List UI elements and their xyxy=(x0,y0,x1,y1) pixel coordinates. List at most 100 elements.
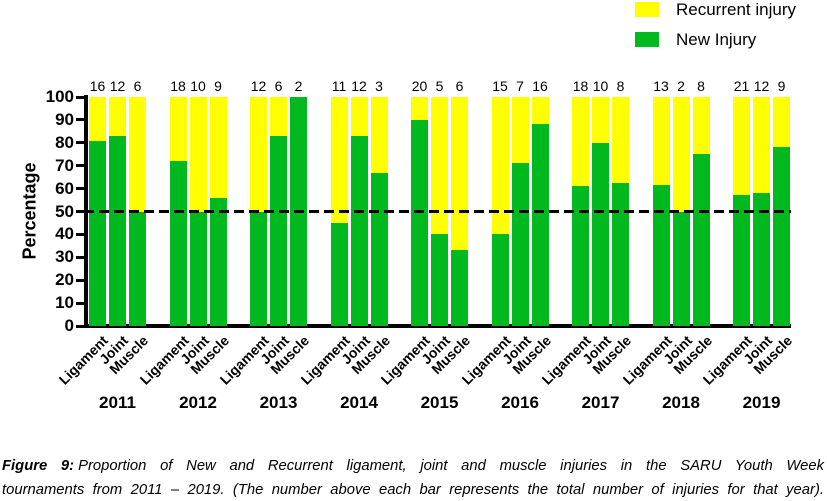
y-tick-mark xyxy=(76,232,85,236)
bar-segment-new-injury xyxy=(491,234,509,326)
bar-total-label: 12 xyxy=(250,78,267,94)
bar-total-label: 21 xyxy=(733,78,750,94)
bar-total-label: 12 xyxy=(109,78,126,94)
year-label-2013: 2013 xyxy=(259,393,298,412)
y-tick-mark xyxy=(76,118,85,122)
year-label-2012: 2012 xyxy=(179,393,217,412)
figure-caption: Figure 9: Proportion of New and Recurrent… xyxy=(2,455,824,501)
bar-total-label: 10 xyxy=(190,78,206,94)
chart-legend: Recurrent injury New Injury xyxy=(635,0,796,62)
bar-total-label: 8 xyxy=(697,78,705,94)
bar-segment-new-injury xyxy=(250,211,267,326)
y-tick-label: 50 xyxy=(55,201,74,221)
y-tick-mark xyxy=(76,95,85,99)
bar-segment-new-injury xyxy=(733,195,750,326)
y-tick-label: 80 xyxy=(55,132,74,152)
y-tick-label: 20 xyxy=(55,270,74,290)
bar-total-label: 2 xyxy=(677,78,685,94)
y-tick-mark xyxy=(76,324,85,328)
bar-total-label: 6 xyxy=(455,78,464,94)
plot-area: 16 Ligament 12 Joint 6 Muscle 18 Ligament 10 Join… xyxy=(56,78,795,388)
year-label-2016: 2016 xyxy=(501,393,539,412)
bar-total-label: 6 xyxy=(133,78,142,94)
new-injury-swatch-icon xyxy=(635,32,659,47)
legend-label-recurrent: Recurrent injury xyxy=(676,0,796,19)
bar-segment-new-injury xyxy=(129,211,146,326)
bar-segment-new-injury xyxy=(753,193,770,326)
bar-segment-new-injury xyxy=(773,147,790,326)
y-tick-label: 60 xyxy=(55,178,74,198)
year-label-2019: 2019 xyxy=(742,393,781,412)
bar-total-label: 9 xyxy=(214,78,222,94)
year-label-2015: 2015 xyxy=(420,393,459,412)
year-label-2018: 2018 xyxy=(662,393,700,412)
y-tick-label: 90 xyxy=(55,109,74,129)
fifty-percent-reference-line xyxy=(84,210,791,213)
bar-total-label: 18 xyxy=(572,78,589,94)
y-tick-label: 100 xyxy=(45,87,74,106)
y-tick-mark xyxy=(76,301,85,305)
bar-total-label: 12 xyxy=(351,78,367,94)
y-tick-label: 10 xyxy=(55,293,74,313)
y-tick-mark xyxy=(76,141,85,145)
bar-segment-new-injury xyxy=(511,163,529,326)
y-tick-mark xyxy=(76,164,85,168)
bar-total-label: 9 xyxy=(777,78,786,94)
recurrent-injury-swatch-icon xyxy=(635,2,659,17)
bar-2012-ligament: 18 xyxy=(169,78,187,326)
bar-total-label: 8 xyxy=(616,78,625,94)
bar-segment-new-injury xyxy=(451,250,468,326)
bar-segment-new-injury xyxy=(531,124,549,326)
bar-segment-new-injury xyxy=(350,135,368,326)
caption-text-2: tournaments from 2011 – 2019. (The numbe… xyxy=(2,481,824,498)
y-tick-mark xyxy=(76,187,85,191)
bar-total-label: 11 xyxy=(331,78,347,94)
bar-total-label: 16 xyxy=(89,78,106,94)
caption-text-1: Proportion of New and Recurrent ligament… xyxy=(78,458,824,474)
bar-total-label: 6 xyxy=(274,78,283,94)
bar-segment-new-injury xyxy=(652,185,670,326)
bar-total-label: 7 xyxy=(516,78,524,94)
bar-total-label: 5 xyxy=(435,78,444,94)
bar-segment-new-injury xyxy=(209,197,227,326)
bar-segment-new-injury xyxy=(572,186,589,326)
year-label-2011: 2011 xyxy=(99,393,136,412)
bar-segment-new-injury xyxy=(109,135,126,326)
bar-total-label: 20 xyxy=(411,78,428,94)
caption-line-1: Figure 9: Proportion of New and Recurrent… xyxy=(2,455,824,479)
bar-segment-new-injury xyxy=(612,182,629,326)
bar-segment-new-injury xyxy=(270,135,287,326)
bar-total-label: 16 xyxy=(532,78,548,94)
bar-total-label: 10 xyxy=(592,78,609,94)
bar-segment-new-injury xyxy=(592,142,609,326)
x-axis-line xyxy=(84,324,791,328)
bar-total-label: 18 xyxy=(170,78,186,94)
bar-total-label: 3 xyxy=(375,78,383,94)
bar-segment-new-injury xyxy=(692,154,710,326)
y-tick-mark xyxy=(76,278,85,282)
y-tick-mark xyxy=(76,210,85,213)
bar-2013-ligament: 12 xyxy=(250,78,267,326)
bar-total-label: 13 xyxy=(653,78,669,94)
bar-total-label: 2 xyxy=(294,78,303,94)
legend-item-recurrent: Recurrent injury xyxy=(635,0,796,19)
bar-segment-new-injury xyxy=(411,119,428,326)
y-tick-label: 30 xyxy=(55,247,74,267)
year-label-2017: 2017 xyxy=(581,393,620,412)
bar-total-label: 12 xyxy=(753,78,770,94)
y-tick-label: 0 xyxy=(64,316,74,335)
bar-segment-new-injury xyxy=(431,234,448,326)
caption-prefix: Figure 9: xyxy=(2,458,75,474)
y-tick-mark xyxy=(76,255,85,259)
legend-label-new: New Injury xyxy=(676,29,757,49)
year-label-2014: 2014 xyxy=(340,393,378,412)
bar-segment-new-injury xyxy=(89,140,106,326)
legend-item-new: New Injury xyxy=(635,29,796,49)
bar-segment-new-injury xyxy=(370,172,388,326)
bar-segment-new-injury xyxy=(672,211,690,326)
y-tick-label: 40 xyxy=(55,224,74,244)
bar-segment-new-injury xyxy=(189,211,207,326)
y-tick-label: 70 xyxy=(55,155,74,175)
bar-total-label: 15 xyxy=(492,78,508,94)
